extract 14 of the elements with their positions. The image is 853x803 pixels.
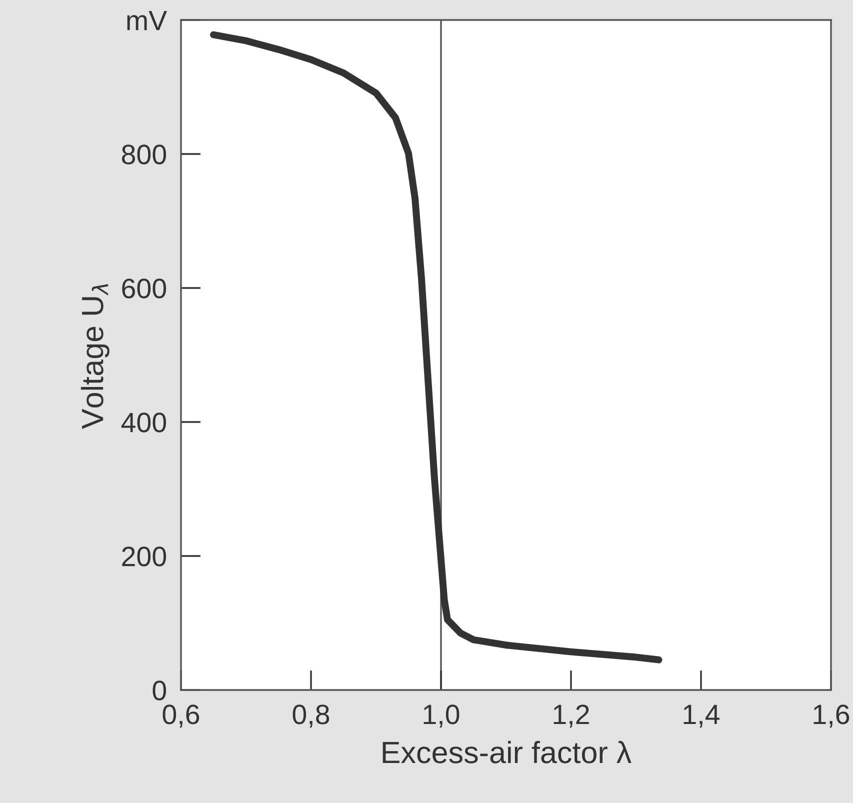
x-tick-label: 1,0 bbox=[424, 704, 460, 728]
y-tick-label: 800 bbox=[122, 144, 166, 164]
x-tick-label: 1,6 bbox=[814, 704, 850, 728]
x-tick-label: 1,4 bbox=[684, 704, 720, 728]
y-tick-label: 600 bbox=[122, 278, 166, 298]
x-tick-label: 0,8 bbox=[292, 704, 330, 728]
y-tick-label: 200 bbox=[122, 546, 166, 566]
y-tick-label: mV bbox=[127, 10, 167, 30]
y-tick-label: 0 bbox=[152, 680, 166, 700]
y-tick-label: 400 bbox=[121, 412, 166, 432]
x-tick-label: 0,6 bbox=[162, 704, 200, 728]
y-axis-title: Voltage U$_{λ}$ bbox=[80, 284, 110, 429]
x-tick-label: 1,2 bbox=[554, 704, 589, 728]
x-axis-title: Excess-air factor λ bbox=[382, 740, 632, 764]
